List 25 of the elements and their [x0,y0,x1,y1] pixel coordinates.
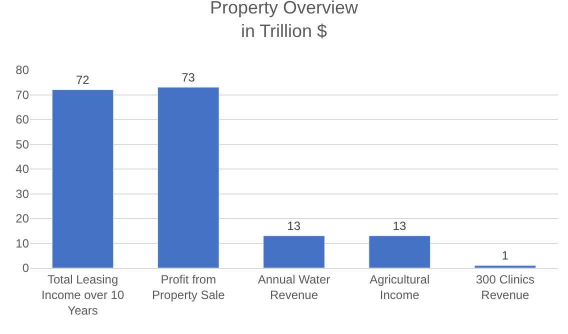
bar [368,236,430,268]
x-tick-label: Total Leasing Income over 10 Years [41,272,124,318]
data-label: 72 [76,72,90,87]
y-tick-label: 50 [16,137,30,152]
data-label: 13 [392,218,406,233]
y-tick-label: 20 [16,212,30,226]
y-tick-label: 30 [16,186,30,201]
chart-title: Property Overview in Trillion $ [210,0,360,41]
x-tick-label: Profit from Property Sale [152,272,226,302]
y-tick-label: 80 [16,63,30,78]
x-tick-label: Annual Water Revenue [258,272,330,302]
bar [474,265,536,268]
x-tick-label: 300 Clinics Revenue [476,272,535,302]
bar [52,90,114,268]
y-tick-label: 70 [16,88,30,102]
data-label: 1 [502,248,509,263]
y-tick-label: 40 [16,162,30,176]
data-label: 13 [287,218,301,233]
bar [263,236,325,268]
y-tick-label: 10 [16,236,30,250]
y-tick-label: 60 [16,112,30,127]
x-tick-label: Agricultural Income [370,272,430,302]
y-tick-label: 0 [22,261,30,276]
bar [158,87,220,268]
data-label: 73 [182,70,196,84]
